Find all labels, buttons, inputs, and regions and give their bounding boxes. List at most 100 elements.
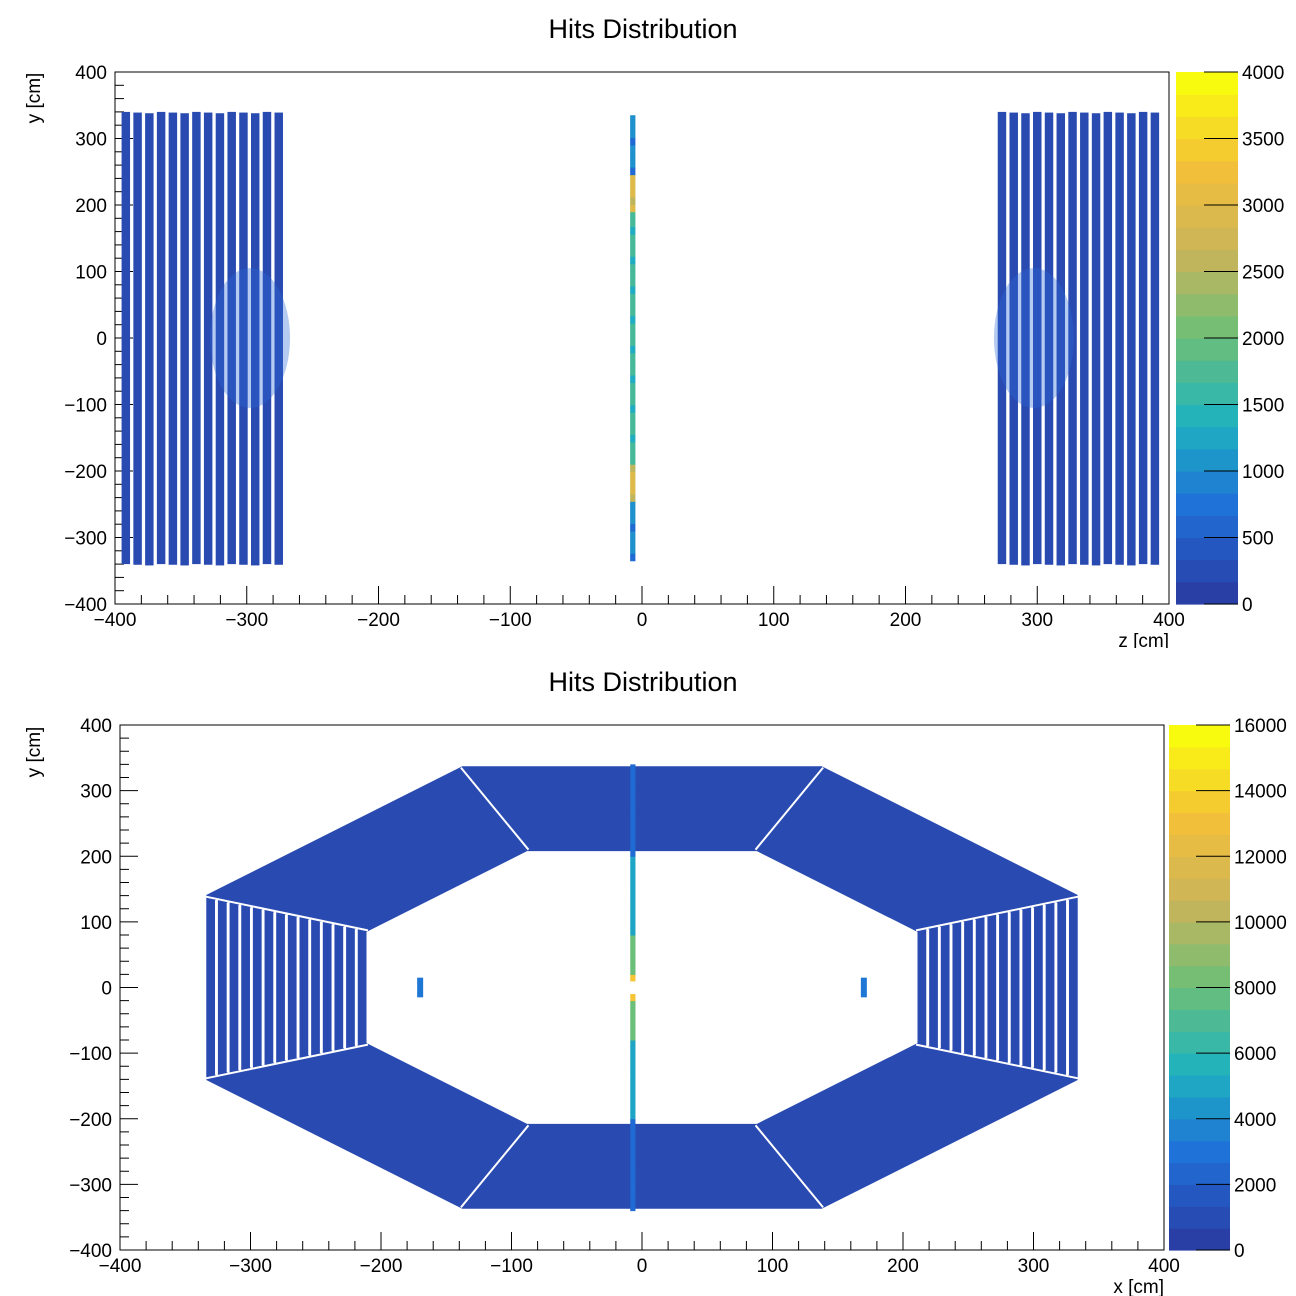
- endcap-stripe: [168, 112, 178, 565]
- central-strip-segment: [630, 895, 636, 903]
- central-strip-segment: [630, 803, 636, 811]
- central-strip-segment: [630, 456, 636, 465]
- y-tick-label: 300: [80, 782, 112, 803]
- octagon-layer: [299, 813, 985, 1162]
- central-strip-segment: [630, 367, 636, 376]
- central-strip-segment: [630, 538, 636, 547]
- central-strip-segment: [630, 816, 636, 824]
- colorbar-cell: [1176, 116, 1238, 140]
- central-strip-segment: [630, 182, 636, 190]
- endcap-stripe: [1115, 112, 1124, 565]
- central-strip-segment: [630, 967, 636, 975]
- central-strip-segment: [630, 226, 636, 235]
- central-strip-segment: [630, 935, 636, 943]
- central-strip-segment: [630, 784, 636, 792]
- y-tick-label: −300: [69, 1175, 112, 1196]
- central-strip-segment: [630, 174, 636, 183]
- central-strip-segment: [630, 1020, 636, 1028]
- central-strip-segment: [630, 167, 636, 176]
- colorbar-tick-label: 12000: [1234, 847, 1287, 868]
- colorbar-cell: [1169, 725, 1230, 748]
- colorbar-cell: [1176, 515, 1238, 539]
- y-axis-label: y [cm]: [24, 73, 45, 124]
- y-tick-label: −300: [64, 529, 107, 550]
- colorbar-cell: [1176, 471, 1238, 494]
- octagon-seam: [204, 895, 369, 932]
- colorbar-cell: [1176, 493, 1238, 516]
- octagon-layer: [334, 830, 950, 1145]
- central-strip-segment: [630, 219, 636, 228]
- x-tick-label: 100: [757, 1256, 789, 1277]
- colorbar-cell: [1169, 900, 1230, 923]
- endcap-stripe: [145, 113, 154, 566]
- colorbar-cell: [1176, 160, 1238, 184]
- endcap-stripe: [1056, 113, 1066, 566]
- right-marker: [860, 977, 867, 998]
- colorbar-tick-label: 6000: [1234, 1044, 1276, 1065]
- x-tick-label: −100: [490, 1256, 533, 1277]
- central-strip-segment: [630, 397, 636, 406]
- colorbar-cell: [1176, 315, 1238, 339]
- central-strip-segment: [630, 1007, 636, 1015]
- central-strip-segment: [630, 345, 636, 354]
- y-tick-label: 200: [75, 196, 107, 217]
- x-tick-label: −400: [99, 1256, 142, 1277]
- colorbar-cell: [1176, 537, 1238, 561]
- endcap-stripe: [1033, 111, 1042, 565]
- central-strip-segment: [630, 338, 636, 346]
- colorbar-cell: [1176, 293, 1238, 317]
- central-strip-segment: [630, 1040, 636, 1048]
- central-strip-segment: [630, 130, 636, 139]
- central-strip-segment: [630, 159, 636, 168]
- x-tick-label: −300: [225, 610, 268, 631]
- central-strip-segment: [630, 1190, 636, 1198]
- y-tick-label: −100: [64, 396, 107, 417]
- central-strip-segment: [630, 486, 636, 495]
- central-strip-segment: [630, 263, 636, 272]
- central-strip-segment: [630, 1099, 636, 1107]
- y-tick-label: 0: [96, 329, 107, 350]
- central-strip-segment: [630, 1112, 636, 1120]
- endcap-stripe: [1150, 112, 1160, 565]
- central-strip-segment: [630, 1164, 636, 1172]
- central-strip-segment: [630, 1026, 636, 1034]
- x-axis-label: x [cm]: [1113, 1277, 1164, 1296]
- endcap-stripe: [215, 113, 225, 566]
- x-tick-label: 0: [637, 610, 648, 631]
- octagon-seam: [460, 1124, 530, 1208]
- central-strip-segment: [630, 1066, 636, 1074]
- colorbar-cell: [1176, 205, 1238, 228]
- x-tick-label: 400: [1153, 610, 1185, 631]
- central-strip-segment: [630, 545, 636, 554]
- endcap-stripe: [262, 111, 272, 565]
- central-strip-segment: [630, 308, 636, 317]
- endcap-stripe: [239, 112, 248, 565]
- central-strip-segment: [630, 286, 636, 294]
- heatmap-xy: Hits Distribution y [cm] x [cm] −400 −300…: [24, 667, 1287, 1296]
- central-strip-segment: [630, 1171, 636, 1179]
- central-strip-segment: [630, 531, 636, 539]
- endcap-stripe: [1044, 112, 1054, 565]
- central-strip-segment: [630, 843, 636, 851]
- colorbar-cell: [1169, 1162, 1230, 1185]
- octagon-layer: [264, 795, 1020, 1180]
- colorbar-cell: [1176, 581, 1238, 605]
- endcap-stripe: [180, 113, 189, 566]
- endcap-stripe: [274, 112, 283, 565]
- central-strip-segment: [630, 777, 636, 785]
- octagon-seam: [754, 767, 824, 851]
- central-strip-segment: [630, 902, 636, 910]
- plot-panel-xy: Hits Distribution y [cm] x [cm] −400 −300…: [0, 648, 1296, 1296]
- octagon-seam: [754, 1124, 824, 1208]
- octagon-layer: [287, 807, 997, 1168]
- x-tick-label: 200: [887, 1256, 919, 1277]
- central-strip-segment: [630, 278, 636, 287]
- central-strip-segment: [630, 449, 636, 458]
- central-strip-segment: [630, 1177, 636, 1185]
- octagon-seam: [915, 895, 1080, 932]
- endcap-stripe: [997, 111, 1007, 565]
- central-strip-segment: [630, 1197, 636, 1205]
- colorbar-cell: [1169, 1140, 1230, 1164]
- central-strip-segment: [630, 516, 636, 525]
- colorbar-tick-label: 4000: [1242, 63, 1284, 84]
